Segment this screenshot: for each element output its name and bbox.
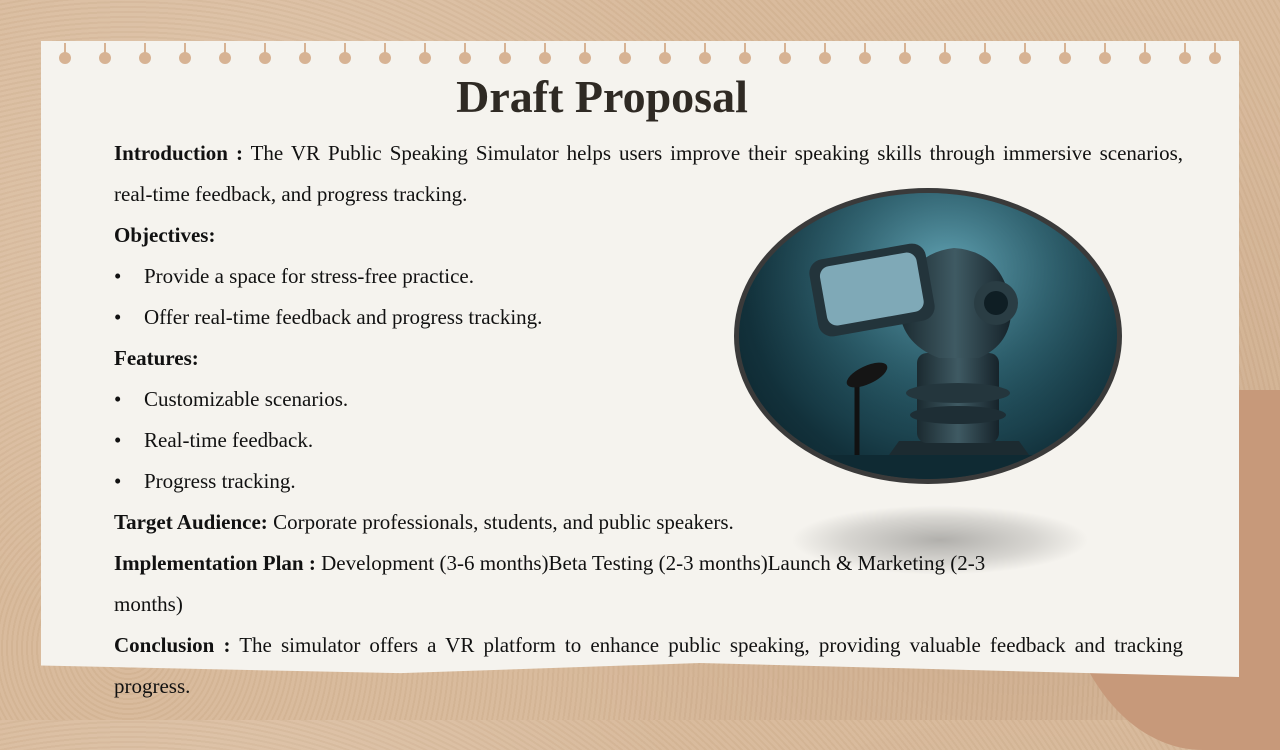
bullet-icon: • [114, 469, 122, 493]
binding-hole [179, 43, 191, 64]
target-audience-paragraph: Target Audience: Corporate professionals… [114, 502, 1183, 543]
binding-hole [1059, 43, 1071, 64]
feature-item: • Progress tracking. [114, 461, 1183, 502]
implementation-plan-label: Implementation Plan : [114, 551, 316, 575]
binding-hole [99, 43, 111, 64]
introduction-paragraph: Introduction : The VR Public Speaking Si… [114, 133, 1183, 215]
implementation-plan-paragraph: Implementation Plan : Development (3-6 m… [114, 543, 1059, 625]
binding-hole [139, 43, 151, 64]
binding-hole [779, 43, 791, 64]
binding-hole [979, 43, 991, 64]
binding-hole [899, 43, 911, 64]
slide-title: Draft Proposal [456, 71, 748, 122]
binding-hole [499, 43, 511, 64]
binding-hole [619, 43, 631, 64]
binding-hole [579, 43, 591, 64]
binding-hole [379, 43, 391, 64]
binding-hole [259, 43, 271, 64]
objectives-heading: Objectives: [114, 223, 216, 247]
bullet-icon: • [114, 428, 122, 452]
objective-item: • Provide a space for stress-free practic… [114, 256, 1183, 297]
binding-hole [939, 43, 951, 64]
conclusion-text: The simulator offers a VR platform to en… [114, 633, 1184, 698]
photo-shadow [790, 505, 1090, 575]
introduction-label: Introduction : [114, 141, 243, 165]
bullet-icon: • [114, 305, 122, 329]
implementation-plan-text: Development (3-6 months)Beta Testing (2-… [114, 551, 986, 616]
binding-hole [1209, 43, 1221, 64]
binding-hole [819, 43, 831, 64]
binding-hole [339, 43, 351, 64]
target-audience-text: Corporate professionals, students, and p… [267, 510, 734, 534]
bullet-icon: • [114, 264, 122, 288]
binding-hole [419, 43, 431, 64]
binding-hole [219, 43, 231, 64]
objective-text: Offer real-time feedback and progress tr… [144, 305, 543, 329]
slide-body: Introduction : The VR Public Speaking Si… [114, 133, 1183, 707]
feature-item: • Real-time feedback. [114, 420, 1183, 461]
binding-hole [59, 43, 71, 64]
objective-item: • Offer real-time feedback and progress t… [114, 297, 1183, 338]
feature-item: • Customizable scenarios. [114, 379, 1183, 420]
binding-hole [539, 43, 551, 64]
introduction-text: The VR Public Speaking Simulator helps u… [114, 141, 1183, 206]
binding-hole [739, 43, 751, 64]
binding-hole [859, 43, 871, 64]
feature-text: Progress tracking. [144, 469, 296, 493]
binding-hole [1139, 43, 1151, 64]
vr-bust-illustration [739, 193, 1117, 479]
features-heading: Features: [114, 346, 199, 370]
conclusion-label: Conclusion : [114, 633, 231, 657]
binding-hole [1099, 43, 1111, 64]
binding-hole [459, 43, 471, 64]
binding-hole [299, 43, 311, 64]
binding-hole [1179, 43, 1191, 64]
notepad-binding-holes [41, 43, 1239, 70]
bullet-icon: • [114, 387, 122, 411]
vr-headset-photo [734, 188, 1122, 484]
feature-text: Customizable scenarios. [144, 387, 349, 411]
binding-hole [699, 43, 711, 64]
objective-text: Provide a space for stress-free practice… [144, 264, 475, 288]
target-audience-label: Target Audience: [114, 510, 268, 534]
binding-hole [659, 43, 671, 64]
binding-hole [1019, 43, 1031, 64]
conclusion-paragraph: Conclusion : The simulator offers a VR p… [114, 625, 1183, 707]
feature-text: Real-time feedback. [144, 428, 314, 452]
